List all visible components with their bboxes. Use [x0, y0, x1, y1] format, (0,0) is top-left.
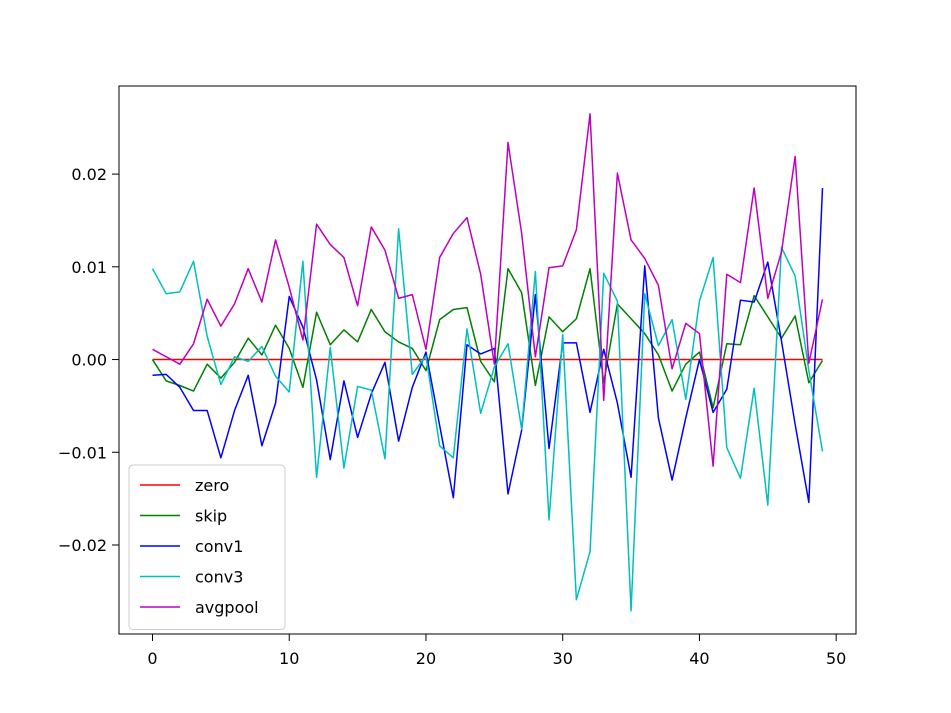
y-tick-label: 0.00	[71, 351, 107, 370]
series-line-conv1	[152, 187, 824, 504]
y-axis: −0.02 −0.01 0.00 0.01 0.02	[58, 165, 119, 555]
y-tick-label: −0.02	[58, 536, 107, 555]
x-tick-label: 20	[416, 649, 436, 668]
legend-label-zero: zero	[195, 476, 229, 495]
series-group	[151, 113, 824, 612]
y-tick-label: −0.01	[58, 443, 107, 462]
x-tick-label: 10	[279, 649, 299, 668]
y-tick-label: 0.02	[71, 165, 107, 184]
series-line-conv3	[151, 228, 824, 612]
y-tick-label: 0.01	[71, 258, 107, 277]
series-line-avgpool	[152, 113, 824, 467]
x-tick-label: 0	[147, 649, 157, 668]
x-tick-label: 30	[553, 649, 573, 668]
legend-label-conv1: conv1	[195, 537, 243, 556]
x-tick-label: 40	[689, 649, 709, 668]
legend-box	[128, 464, 286, 630]
legend: zero skip conv1 conv3 avgpool	[128, 464, 286, 630]
x-axis: 0 10 20 30 40 50	[147, 634, 846, 668]
x-tick-label: 50	[826, 649, 846, 668]
legend-label-skip: skip	[195, 507, 227, 526]
legend-label-conv3: conv3	[195, 568, 243, 587]
legend-label-avgpool: avgpool	[195, 598, 259, 617]
